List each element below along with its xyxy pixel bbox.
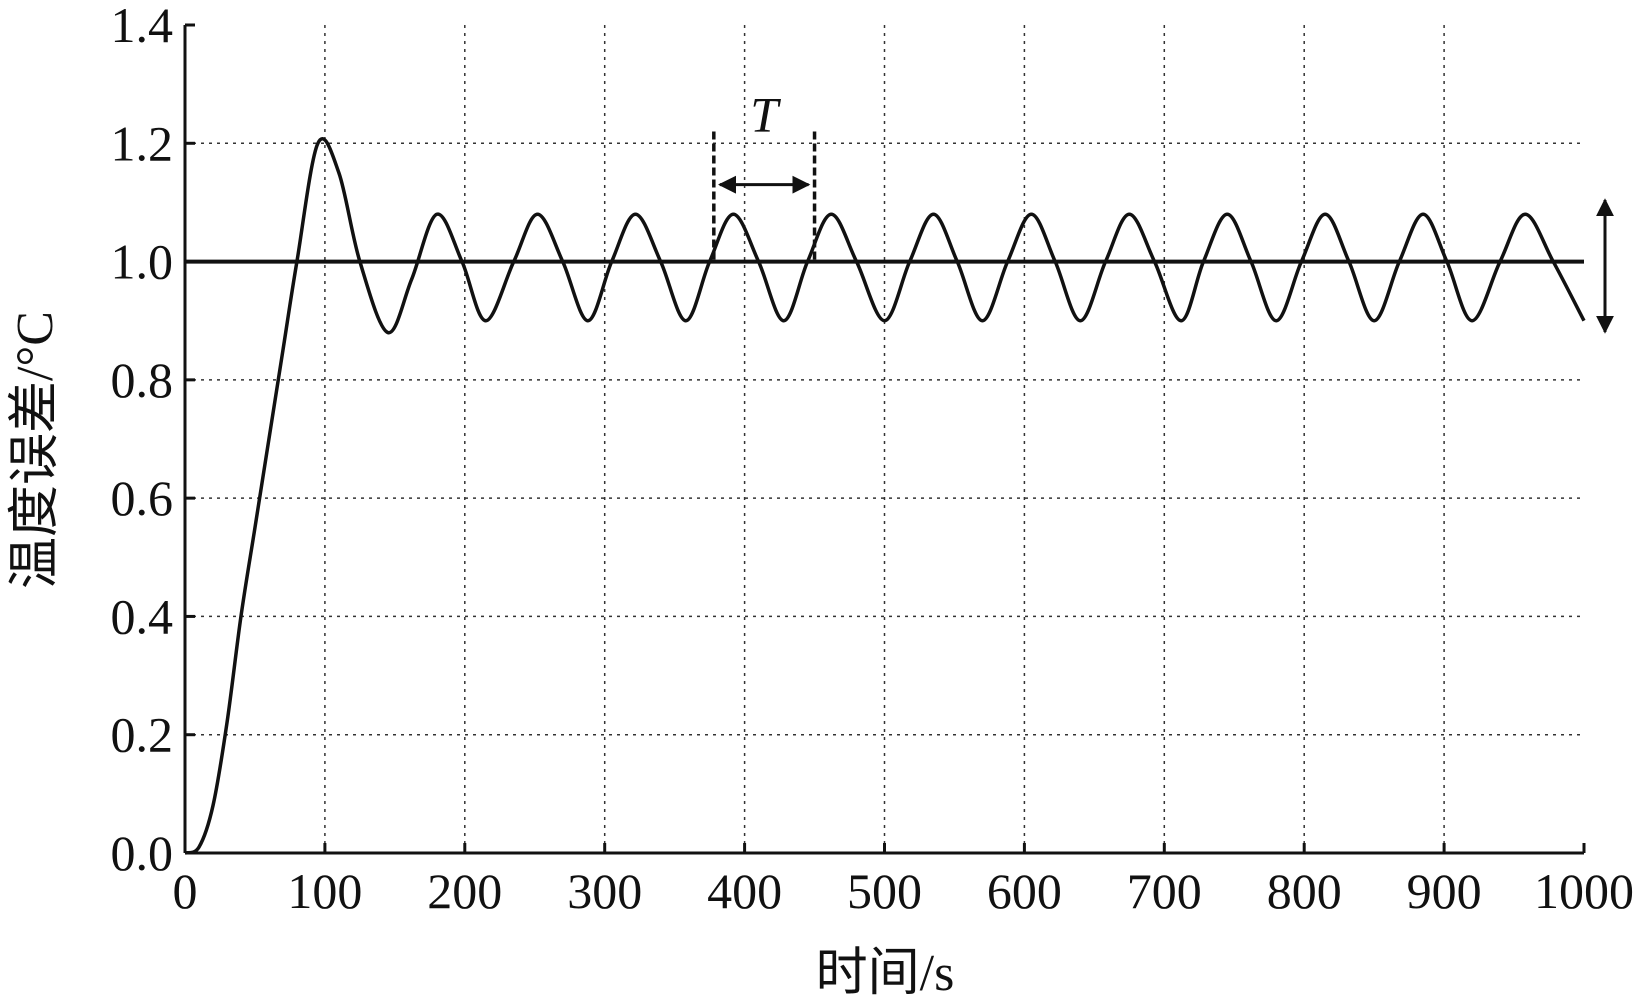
x-tick-label: 800: [1267, 863, 1342, 919]
period-label: T: [750, 86, 781, 142]
x-tick-label: 1000: [1534, 863, 1634, 919]
x-tick-label: 400: [707, 863, 782, 919]
x-tick-label: 300: [567, 863, 642, 919]
x-tick-label: 600: [987, 863, 1062, 919]
y-tick-label: 0.4: [111, 588, 174, 644]
x-tick-label: 0: [173, 863, 198, 919]
x-tick-label: 100: [287, 863, 362, 919]
x-tick-label: 700: [1127, 863, 1202, 919]
y-axis-title: 温度误差/°C: [7, 311, 64, 589]
x-axis-title: 时间/s: [816, 945, 955, 1002]
y-tick-label: 0.8: [111, 352, 174, 408]
y-tick-label: 1.2: [111, 115, 174, 171]
y-tick-label: 0.6: [111, 470, 174, 526]
x-tick-label: 200: [427, 863, 502, 919]
y-tick-label: 0.2: [111, 707, 174, 763]
x-tick-label: 500: [847, 863, 922, 919]
x-tick-label: 900: [1407, 863, 1482, 919]
y-tick-label: 1.4: [111, 0, 174, 53]
y-tick-label: 1.0: [111, 234, 174, 290]
y-tick-label: 0.0: [111, 825, 174, 881]
